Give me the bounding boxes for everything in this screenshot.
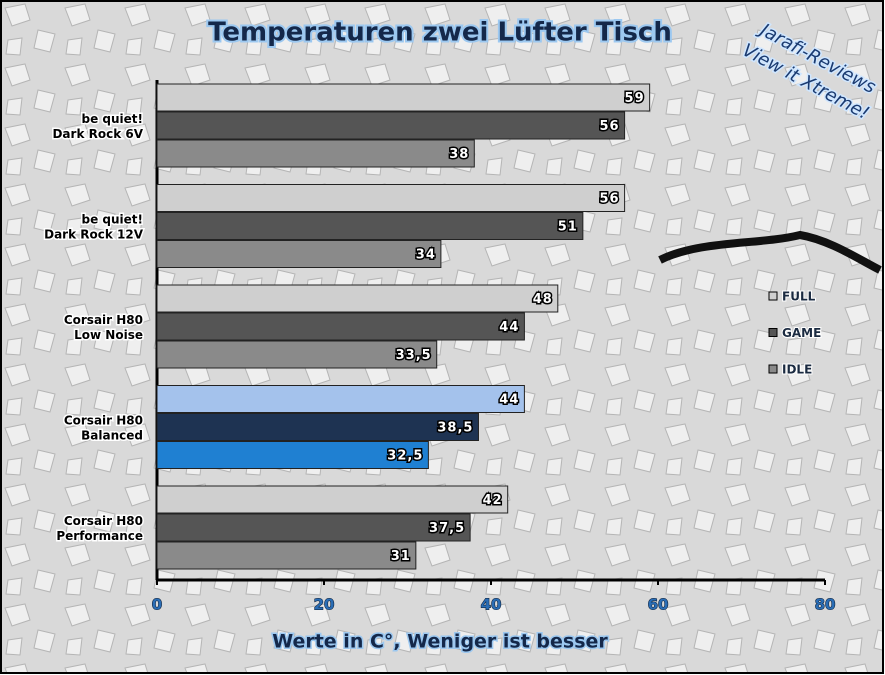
value-label: 42	[483, 493, 503, 508]
bar	[156, 441, 429, 469]
bar	[156, 184, 626, 212]
value-label: 38,5	[437, 421, 473, 436]
value-label: 37,5	[429, 521, 465, 536]
value-label: 33,5	[396, 348, 432, 363]
x-tick-label: 40	[481, 596, 502, 614]
value-label: 34	[416, 248, 436, 263]
x-tick-label: 60	[648, 596, 669, 614]
category-label: be quiet!	[82, 213, 144, 227]
value-label: 38	[449, 147, 469, 162]
bar	[156, 413, 479, 441]
legend-swatch	[768, 364, 778, 374]
x-tick-label: 0	[152, 596, 162, 614]
value-label: 32,5	[387, 449, 423, 464]
legend-label: FULL	[782, 290, 816, 304]
value-label: 56	[600, 192, 620, 207]
bar	[156, 111, 626, 140]
bar	[156, 212, 584, 240]
bar	[156, 485, 509, 514]
bar	[156, 513, 471, 542]
value-label: 44	[499, 320, 519, 335]
x-tick-label: 20	[314, 596, 335, 614]
category-label: be quiet!	[82, 112, 144, 126]
category-label: Balanced	[81, 429, 143, 443]
chart-title: Temperaturen zwei Lüfter Tisch	[208, 18, 672, 48]
category-label: Low Noise	[74, 328, 143, 342]
legend-label: IDLE	[782, 363, 812, 377]
category-label: Corsair H80	[64, 414, 143, 428]
bar	[156, 284, 559, 313]
value-label: 31	[391, 549, 411, 564]
category-label: Dark Rock 6V	[52, 127, 143, 141]
x-axis-title: Werte in C°, Weniger ist besser	[272, 631, 608, 653]
category-label: Corsair H80	[64, 313, 143, 327]
bar	[156, 83, 651, 112]
category-label: Corsair H80	[64, 514, 143, 528]
legend-label: GAME	[782, 326, 821, 340]
bar	[156, 139, 475, 168]
value-label: 48	[533, 292, 553, 307]
crack	[658, 230, 882, 274]
value-label: 44	[499, 393, 519, 408]
value-label: 51	[558, 220, 578, 235]
value-label: 56	[600, 119, 620, 134]
bar	[156, 541, 417, 570]
category-label: Dark Rock 12V	[44, 228, 144, 242]
bar	[156, 340, 438, 369]
legend-swatch	[768, 328, 778, 337]
category-label: Performance	[56, 529, 143, 543]
bar	[156, 240, 442, 268]
value-label: 59	[625, 91, 645, 106]
legend-swatch	[768, 291, 778, 301]
bar	[156, 312, 525, 341]
bar	[156, 385, 525, 413]
x-tick-label: 80	[815, 596, 836, 614]
